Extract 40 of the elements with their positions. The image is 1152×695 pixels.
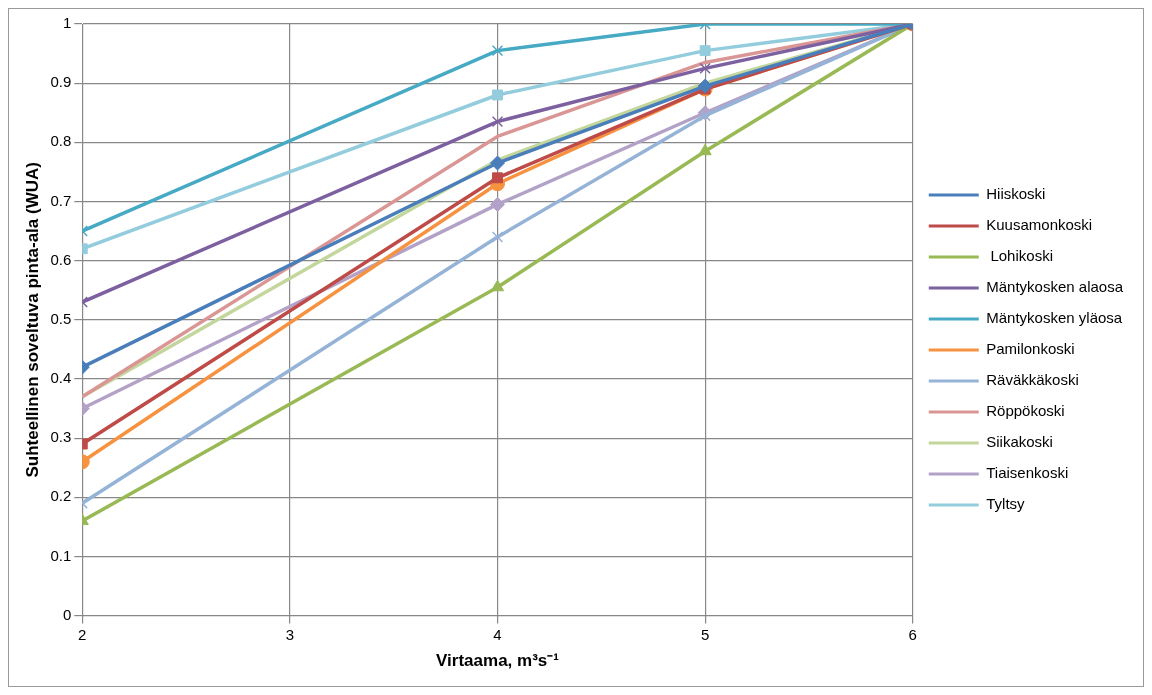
legend-label: Lohikoski: [986, 247, 1053, 265]
point: [492, 89, 503, 101]
x-tick-label: 5: [700, 625, 710, 643]
point: [699, 110, 711, 122]
y-tick-label: 0.2: [50, 487, 72, 505]
legend-label: Siikakoski: [986, 433, 1053, 451]
point: [699, 62, 711, 75]
point: [492, 172, 503, 184]
point: [699, 45, 711, 57]
point: [698, 143, 712, 156]
point: [491, 231, 504, 243]
legend-label: Röppökoski: [986, 402, 1065, 420]
legend-label: Mäntykosken yläosa: [986, 309, 1123, 327]
x-tick-label: 2: [78, 625, 87, 643]
y-tick-label: 0.8: [50, 132, 72, 150]
y-tick-label: 0: [62, 605, 72, 623]
legend-label: Pamilonkoski: [986, 340, 1075, 358]
legend-label: Mäntykosken alaosa: [986, 278, 1124, 296]
x-axis-title: Virtaama, m³s⁻¹: [436, 651, 560, 671]
point: [491, 115, 504, 128]
x-tick-label: 6: [908, 625, 917, 643]
y-tick-label: 0.1: [50, 546, 72, 564]
y-tick-label: 1: [62, 14, 72, 32]
point: [490, 196, 505, 212]
x-tick-label: 3: [285, 625, 295, 643]
point: [490, 279, 505, 292]
y-tick-label: 0.4: [50, 369, 72, 387]
point: [490, 155, 505, 171]
y-tick-label: 0.3: [50, 428, 72, 446]
legend-label: Räväkkäkoski: [986, 371, 1079, 389]
legend-label: Tiaisenkoski: [986, 464, 1069, 482]
legend-label: Kuusamonkoski: [986, 216, 1093, 234]
y-tick-label: 0.5: [50, 309, 72, 327]
y-tick-label: 0.9: [50, 73, 72, 91]
legend-label: Tyltsy: [986, 495, 1026, 513]
x-tick-label: 4: [493, 625, 502, 643]
legend-label: Hiiskoski: [986, 185, 1046, 203]
y-tick-label: 0.7: [50, 191, 72, 209]
y-tick-label: 0.6: [50, 250, 72, 268]
y-axis-title: Suhteellinen soveltuva pinta-ala (WUA): [22, 162, 42, 478]
